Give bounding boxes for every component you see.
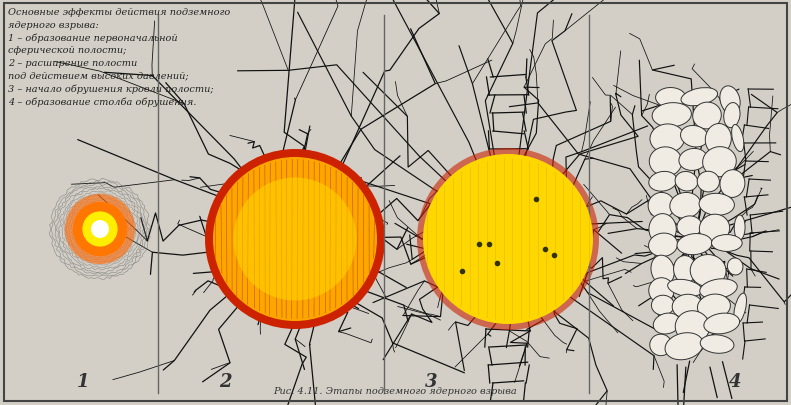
Ellipse shape [649, 214, 676, 245]
Text: 1: 1 [77, 372, 89, 390]
Ellipse shape [674, 256, 696, 284]
Ellipse shape [697, 172, 720, 192]
Ellipse shape [679, 149, 707, 171]
Ellipse shape [65, 194, 135, 264]
Ellipse shape [649, 172, 677, 192]
Ellipse shape [651, 256, 675, 285]
Ellipse shape [665, 333, 703, 360]
Ellipse shape [677, 216, 702, 237]
Ellipse shape [700, 279, 737, 299]
Ellipse shape [706, 124, 732, 155]
Ellipse shape [734, 215, 745, 241]
Ellipse shape [649, 335, 672, 356]
Ellipse shape [700, 335, 734, 354]
Ellipse shape [680, 126, 708, 147]
Text: 4: 4 [729, 372, 742, 390]
Ellipse shape [205, 149, 385, 329]
Ellipse shape [702, 147, 736, 177]
Ellipse shape [652, 296, 674, 315]
Ellipse shape [649, 278, 674, 303]
Ellipse shape [82, 212, 118, 247]
Ellipse shape [423, 155, 593, 324]
Ellipse shape [417, 149, 599, 330]
Ellipse shape [675, 172, 698, 192]
Ellipse shape [728, 258, 743, 275]
Ellipse shape [650, 125, 685, 153]
Ellipse shape [691, 255, 726, 287]
Ellipse shape [648, 193, 675, 219]
Ellipse shape [704, 313, 740, 334]
Text: 2: 2 [219, 372, 232, 390]
Ellipse shape [668, 279, 702, 297]
Ellipse shape [656, 88, 686, 109]
Ellipse shape [698, 294, 730, 319]
Ellipse shape [720, 170, 745, 198]
Ellipse shape [676, 311, 710, 343]
Ellipse shape [213, 158, 377, 321]
Ellipse shape [734, 293, 747, 324]
Ellipse shape [670, 193, 701, 219]
Ellipse shape [73, 202, 127, 256]
Ellipse shape [693, 103, 721, 130]
Ellipse shape [649, 234, 678, 257]
Text: 3: 3 [425, 372, 437, 390]
Text: Основные эффекты действия подземного
ядерного взрыва:
1 – образование первоначал: Основные эффекты действия подземного яде… [8, 8, 230, 107]
Ellipse shape [652, 103, 691, 128]
Text: Рис. 4.11. Этапы подземного ядерного взрыва: Рис. 4.11. Этапы подземного ядерного взр… [274, 386, 517, 395]
Ellipse shape [91, 220, 109, 239]
Ellipse shape [672, 294, 703, 319]
Ellipse shape [677, 234, 712, 255]
Ellipse shape [732, 125, 744, 152]
Ellipse shape [711, 235, 742, 252]
Ellipse shape [724, 103, 740, 128]
Ellipse shape [699, 215, 729, 243]
Ellipse shape [681, 88, 717, 107]
Ellipse shape [720, 87, 740, 115]
Ellipse shape [653, 313, 680, 334]
Ellipse shape [233, 178, 357, 301]
Ellipse shape [699, 194, 734, 216]
Ellipse shape [649, 147, 682, 177]
